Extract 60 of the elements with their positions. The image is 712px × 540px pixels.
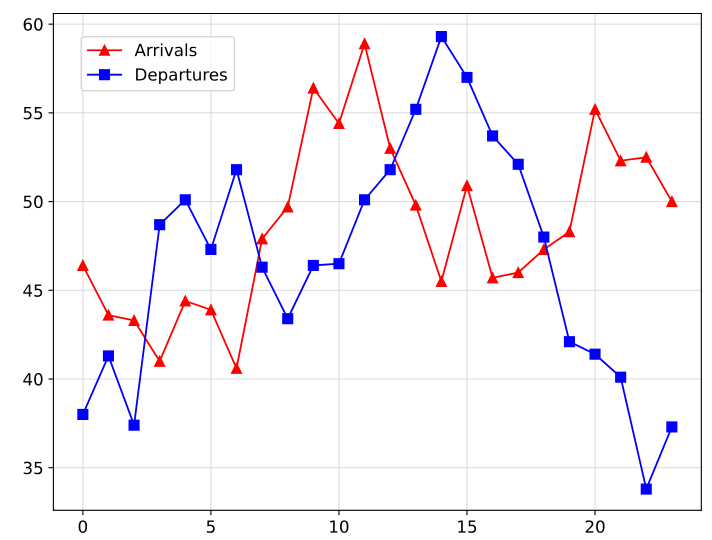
point: [512, 266, 524, 278]
y-tick-label: 60: [24, 18, 43, 31]
point: [128, 314, 140, 326]
point: [640, 152, 652, 163]
point: [205, 244, 216, 256]
point: [256, 233, 268, 244]
point: [77, 260, 88, 272]
point: [410, 200, 422, 211]
point: [666, 421, 678, 432]
point: [230, 164, 242, 176]
point: [615, 155, 626, 166]
x-tick-label: 10: [330, 520, 348, 533]
point: [359, 38, 370, 50]
point: [128, 420, 140, 431]
point: [461, 180, 473, 192]
point: [589, 348, 601, 360]
point: [384, 142, 396, 154]
point: [77, 408, 88, 420]
point: [282, 201, 294, 212]
point: [205, 304, 216, 316]
point: [487, 272, 498, 284]
y-tick-label: 35: [24, 462, 42, 474]
point: [282, 313, 294, 324]
y-tick-label: 55: [24, 107, 42, 120]
point: [102, 350, 114, 362]
point: [666, 196, 678, 208]
point: [436, 276, 447, 287]
point: [333, 118, 344, 130]
point: [640, 483, 652, 495]
point: [384, 164, 396, 176]
point: [564, 226, 575, 238]
point: [487, 130, 498, 142]
x-tick-label: 20: [586, 520, 605, 533]
y-tick-label: 50: [24, 196, 43, 208]
point: [180, 194, 191, 206]
point: [333, 258, 344, 270]
x-tick-label: 0: [78, 520, 88, 533]
point: [359, 194, 370, 206]
point: [461, 72, 473, 83]
point: [230, 362, 242, 374]
legend-label: Departures: [136, 68, 227, 84]
x-tick-label: 15: [458, 520, 476, 533]
y-tick-label: 40: [23, 372, 43, 386]
point: [564, 336, 575, 348]
point: [180, 295, 191, 306]
point: [589, 104, 601, 115]
point: [256, 262, 268, 273]
legend-label: Arrivals: [134, 43, 197, 56]
point: [102, 310, 114, 321]
point: [154, 219, 166, 230]
point: [512, 158, 524, 170]
point: [308, 82, 319, 94]
point: [308, 260, 319, 272]
x-tick-label: 5: [206, 520, 215, 533]
y-tick-label: 45: [23, 284, 42, 297]
point: [410, 104, 422, 115]
point: [615, 372, 626, 383]
point: [436, 31, 447, 42]
point: [538, 232, 550, 243]
point: [154, 356, 166, 367]
